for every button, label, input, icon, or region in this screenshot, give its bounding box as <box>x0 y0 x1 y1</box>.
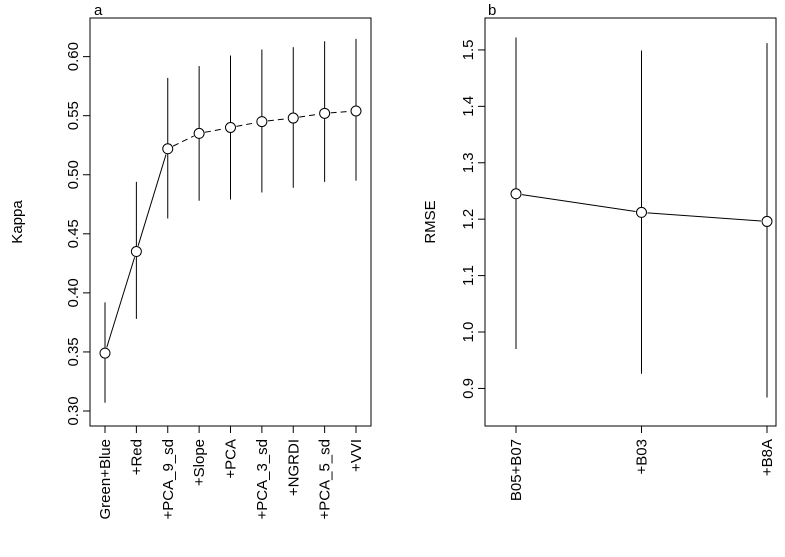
x-tick-label: +NGRDI <box>285 439 302 496</box>
panel-letter: a <box>94 2 103 19</box>
data-point <box>193 127 205 139</box>
y-tick-label: 0.45 <box>65 219 82 248</box>
series-segment <box>267 118 288 122</box>
data-point <box>225 122 236 133</box>
data-point <box>636 206 647 218</box>
x-tick-label: +PCA_3_sd <box>254 439 271 519</box>
data-point <box>99 347 111 359</box>
data-point <box>256 116 268 128</box>
x-tick-label: Green+Blue <box>97 439 114 519</box>
x-tick-label: +PCA_9_sd <box>160 439 177 519</box>
y-tick-label: 0.9 <box>460 378 477 399</box>
data-point <box>319 107 331 119</box>
series-segment <box>299 113 319 118</box>
y-tick-label: 0.50 <box>65 160 82 189</box>
plot-frame <box>484 17 777 427</box>
data-point <box>162 143 174 155</box>
y-tick-label: 0.60 <box>65 42 82 71</box>
x-tick-label: +PCA_5_sd <box>317 439 334 519</box>
y-tick-label: 0.55 <box>65 101 82 130</box>
y-axis-title: Kappa <box>9 200 26 244</box>
y-tick-label: 0.35 <box>65 337 82 366</box>
data-point <box>761 215 773 227</box>
x-tick-label: +PCA <box>223 439 240 479</box>
series-segment <box>172 135 194 147</box>
y-tick-label: 1.4 <box>460 96 477 117</box>
data-point <box>350 105 362 117</box>
panel-a: a Kappa 0.30 0.35 0.40 0.45 0.50 0.55 0.60 Green+… <box>9 2 372 519</box>
x-tick-label: +VVI <box>348 439 365 472</box>
panel-b: b RMSE 0.9 1.0 1.1 1.2 1.3 1.4 1.5 B05+B07 +B03 +B8… <box>422 2 777 501</box>
y-axis-title: RMSE <box>422 200 439 243</box>
y-tick-label: 1.0 <box>460 322 477 343</box>
y-tick-label: 1.2 <box>460 209 477 230</box>
series-segment <box>330 110 351 114</box>
y-tick-label: 1.1 <box>460 265 477 286</box>
x-tick-label: +Red <box>128 439 145 475</box>
y-tick-label: 0.30 <box>65 396 82 425</box>
data-point <box>130 246 142 258</box>
series-segment <box>647 212 762 222</box>
data-point <box>510 188 522 200</box>
x-tick-label: +B03 <box>634 439 651 474</box>
series-segment <box>236 122 257 127</box>
y-tick-label: 1.5 <box>460 39 477 60</box>
x-tick-label: B05+B07 <box>508 439 525 501</box>
series-segment <box>106 257 136 348</box>
series-segment <box>204 128 225 133</box>
y-tick-label: 1.3 <box>460 152 477 173</box>
data-point <box>287 112 299 124</box>
x-tick-label: +B8A <box>759 439 776 476</box>
y-tick-label: 0.40 <box>65 278 82 307</box>
x-tick-label: +Slope <box>191 439 208 486</box>
series-segment <box>521 194 636 213</box>
panel-letter: b <box>488 2 496 19</box>
series-segment <box>137 154 167 246</box>
